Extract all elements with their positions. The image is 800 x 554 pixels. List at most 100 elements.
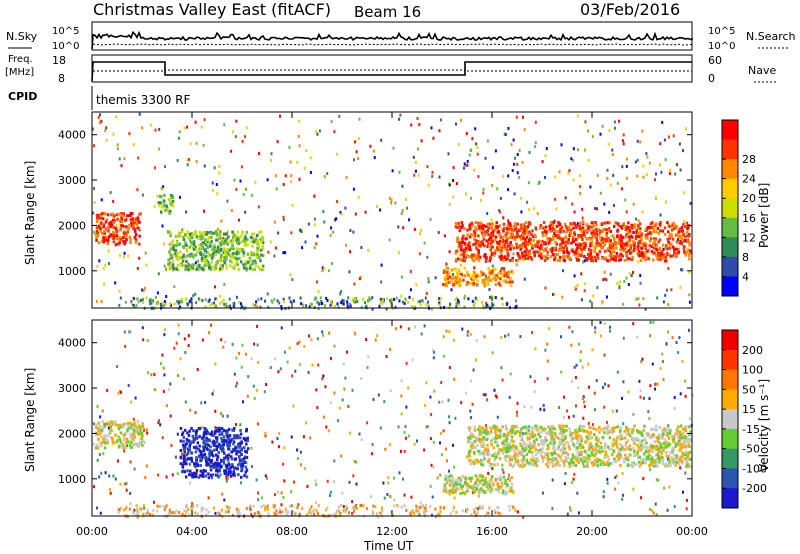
scatter-cell xyxy=(143,286,146,290)
near-range-cell xyxy=(346,506,349,510)
echo-cell xyxy=(461,274,464,278)
scatter-cell xyxy=(682,149,684,153)
echo-cell xyxy=(678,436,682,440)
echo-cell xyxy=(491,269,494,273)
echo-cell xyxy=(181,433,184,437)
scatter-cell xyxy=(353,282,356,286)
scatter-cell xyxy=(423,448,426,452)
echo-cell xyxy=(574,455,577,459)
scatter-cell xyxy=(649,334,651,338)
echo-cell xyxy=(230,450,233,454)
echo-cell xyxy=(189,243,193,247)
echo-cell xyxy=(204,430,207,434)
near-range-cell xyxy=(280,305,283,309)
echo-cell xyxy=(225,473,228,477)
echo-cell xyxy=(104,441,107,445)
scatter-cell xyxy=(95,299,98,303)
echo-cell xyxy=(562,463,565,467)
echo-cell xyxy=(114,226,118,230)
near-range-cell xyxy=(265,506,267,510)
near-range-cell xyxy=(217,511,220,515)
near-range-cell xyxy=(189,299,191,303)
echo-cell xyxy=(462,234,465,238)
scatter-cell xyxy=(587,422,590,425)
echo-cell xyxy=(603,249,607,253)
scatter-cell xyxy=(662,377,665,381)
echo-cell xyxy=(165,206,169,210)
echo-cell xyxy=(652,433,655,437)
echo-cell xyxy=(596,457,600,461)
echo-cell xyxy=(228,443,231,447)
scatter-cell xyxy=(568,415,570,419)
near-range-cell xyxy=(293,510,296,514)
echo-cell xyxy=(529,242,533,246)
scatter-cell xyxy=(499,196,502,200)
scatter-cell xyxy=(379,208,382,212)
echo-cell xyxy=(100,239,104,243)
echo-cell xyxy=(198,235,202,239)
echo-cell xyxy=(241,247,244,251)
echo-cell xyxy=(200,257,204,261)
echo-cell xyxy=(133,421,136,425)
echo-cell xyxy=(590,240,594,244)
echo-cell xyxy=(120,216,123,220)
freq-tick-bottom: 8 xyxy=(58,72,65,85)
echo-cell xyxy=(466,271,469,274)
echo-cell xyxy=(225,237,229,241)
echo-cell xyxy=(644,461,647,465)
echo-cell xyxy=(218,428,221,432)
echo-cell xyxy=(471,273,475,277)
echo-cell xyxy=(191,245,194,249)
echo-cell xyxy=(654,464,658,468)
echo-cell xyxy=(627,240,630,244)
echo-cell xyxy=(547,237,551,241)
scatter-cell xyxy=(211,181,214,185)
scatter-cell xyxy=(414,169,417,173)
scatter-cell xyxy=(150,123,153,127)
scatter-cell xyxy=(625,157,628,161)
echo-cell xyxy=(205,463,208,467)
echo-cell xyxy=(543,455,546,459)
echo-cell xyxy=(206,231,210,235)
echo-cell xyxy=(629,251,632,255)
echo-cell xyxy=(562,451,566,455)
echo-cell xyxy=(583,241,586,245)
echo-cell xyxy=(641,251,644,254)
echo-cell xyxy=(109,420,112,424)
scatter-cell xyxy=(189,481,192,485)
echo-cell xyxy=(526,438,529,442)
echo-cell xyxy=(625,233,628,237)
echo-cell xyxy=(505,231,509,235)
near-range-cell xyxy=(306,513,309,517)
echo-cell xyxy=(500,246,504,250)
scatter-cell xyxy=(222,345,225,349)
scatter-cell xyxy=(141,126,144,130)
echo-cell xyxy=(169,253,172,257)
near-range-cell xyxy=(122,508,125,512)
echo-cell xyxy=(214,430,217,434)
scatter-cell xyxy=(160,362,162,366)
near-range-cell xyxy=(213,506,215,510)
scatter-cell xyxy=(108,474,111,478)
echo-cell xyxy=(96,216,99,220)
scatter-cell xyxy=(490,430,493,434)
echo-cell xyxy=(122,446,125,450)
echo-cell xyxy=(656,464,659,468)
scatter-cell xyxy=(156,291,159,295)
scatter-cell xyxy=(181,228,184,232)
echo-cell xyxy=(241,463,245,467)
echo-cell xyxy=(640,234,643,238)
echo-cell xyxy=(534,446,537,450)
echo-cell xyxy=(480,231,484,235)
scatter-cell xyxy=(244,352,247,356)
scatter-cell xyxy=(621,165,624,169)
echo-cell xyxy=(498,234,501,238)
echo-cell xyxy=(468,235,472,239)
near-range-cell xyxy=(334,304,337,308)
echo-cell xyxy=(185,440,189,444)
near-range-cell xyxy=(455,305,458,309)
near-range-cell xyxy=(489,295,491,299)
echo-cell xyxy=(674,444,677,448)
echo-cell xyxy=(212,466,216,470)
scatter-cell xyxy=(92,211,95,215)
